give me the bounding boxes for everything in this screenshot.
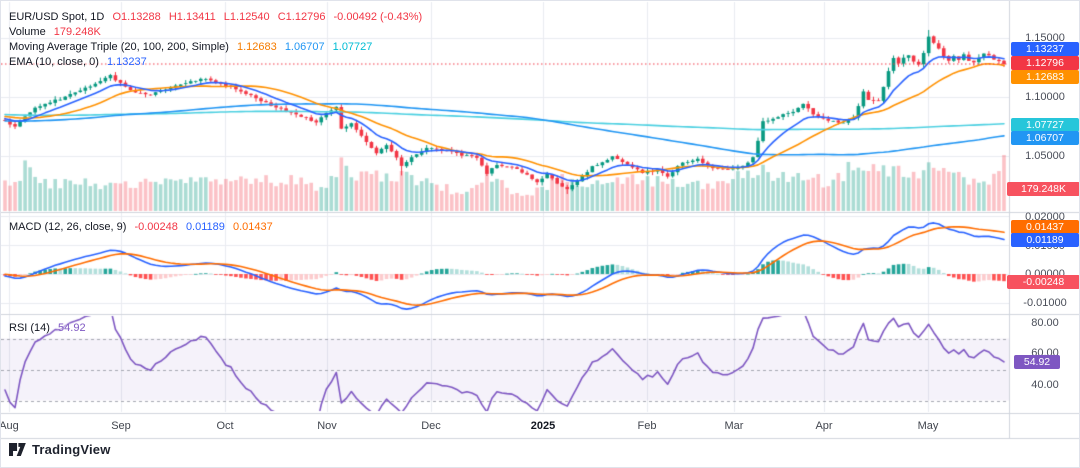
rsi-value: 54.92 [58,322,86,334]
time-axis-label: Nov [317,420,337,432]
price-axis-badge: 1.06707 [1011,131,1079,145]
tradingview-logo-icon [9,442,26,456]
price-axis-label: -0.01000 [1023,297,1067,309]
ohlc-close: C1.12796 [277,11,326,23]
time-axis-label: Sep [111,420,131,432]
macd-line-value: 0.01189 [185,221,225,233]
ma-triple-label: Moving Average Triple (20, 100, 200, Sim… [9,41,229,53]
time-axis-label: Dec [421,420,441,432]
time-axis-label: Apr [815,420,833,432]
ohlc-open: O1.13288 [112,11,161,23]
ema-label: EMA (10, close, 0) [9,56,99,68]
main-pane-legend[interactable]: EUR/USD Spot, 1D O1.13288 H1.13411 L1.12… [9,10,427,70]
time-axis-label: 2025 [530,420,556,432]
price-axis-badge: 179.248K [1007,182,1079,196]
ema-legend-row[interactable]: EMA (10, close, 0) 1.13237 [9,55,427,70]
rsi-pane-legend[interactable]: RSI (14) 54.92 [9,321,91,336]
ohlc-high: H1.13411 [168,11,216,23]
ohlc-low: L1.12540 [223,11,270,23]
ma-triple-legend-row[interactable]: Moving Average Triple (20, 100, 200, Sim… [9,40,427,55]
price-axis-badge: 1.12683 [1011,70,1079,84]
price-axis-label: 1.15000 [1025,32,1065,44]
rsi-label: RSI (14) [9,322,50,334]
rsi-legend-row[interactable]: RSI (14) 54.92 [9,321,91,336]
time-axis-label: Mar [724,420,744,432]
symbol-legend-row[interactable]: EUR/USD Spot, 1D O1.13288 H1.13411 L1.12… [9,10,427,25]
tradingview-logo-text: TradingView [32,442,111,457]
ohlc-change: -0.00492 (-0.43%) [333,11,423,23]
price-axis-badge: -0.00248 [1007,275,1079,289]
price-axis-label: 1.10000 [1025,91,1065,103]
macd-label: MACD (12, 26, close, 9) [9,221,127,233]
price-axis-badge: 0.01189 [1011,233,1079,247]
price-axis-badge: 1.13237 [1011,42,1079,56]
price-axis-label: 80.00 [1031,317,1059,329]
macd-legend-row[interactable]: MACD (12, 26, close, 9) -0.00248 0.01189… [9,220,278,235]
ma100-value: 1.06707 [284,41,325,53]
tradingview-watermark[interactable]: TradingView [9,442,111,457]
time-axis-label: Feb [637,420,657,432]
symbol-title: EUR/USD Spot, 1D [9,11,105,23]
price-axis-badge: 0.01437 [1011,220,1079,234]
ma200-value: 1.07727 [332,41,373,53]
volume-label: Volume [9,26,46,38]
ma20-value: 1.12683 [236,41,277,53]
price-axis-label: 40.00 [1031,379,1059,391]
macd-hist-value: -0.00248 [134,221,178,233]
price-axis-badge: 1.07727 [1011,118,1079,132]
time-axis-label: Oct [216,420,234,432]
price-axis-badge: 1.12796 [1011,56,1079,70]
volume-value: 179.248K [53,26,101,38]
time-axis-label: May [917,420,939,432]
price-axis-badge: 54.92 [1014,355,1060,369]
price-axis-label: 1.05000 [1025,150,1065,162]
volume-legend-row[interactable]: Volume 179.248K [9,25,427,40]
macd-signal-value: 0.01437 [232,221,273,233]
macd-pane-legend[interactable]: MACD (12, 26, close, 9) -0.00248 0.01189… [9,220,278,235]
ema-value: 1.13237 [106,56,147,68]
time-axis-label: Aug [0,420,19,432]
